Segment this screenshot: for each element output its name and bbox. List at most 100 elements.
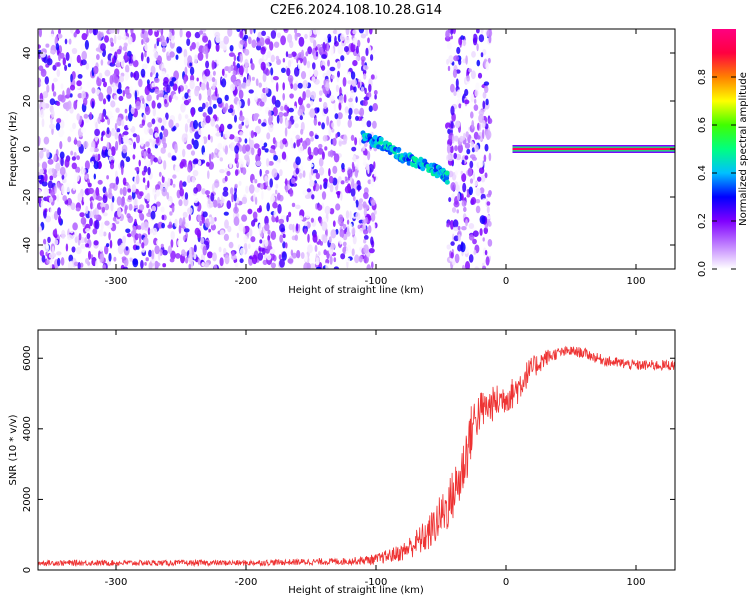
spectrogram-cell <box>286 67 291 77</box>
spectrogram-cell <box>102 145 107 151</box>
spectrogram-cell <box>162 142 167 149</box>
spectrogram-cell <box>122 46 128 51</box>
spectrogram-cell <box>143 221 149 231</box>
spectrogram-cell <box>134 218 137 226</box>
spectrogram-cell <box>367 37 370 44</box>
carrier-line <box>512 147 675 151</box>
spectrogram-cell <box>215 131 221 137</box>
spectrogram-cell <box>86 189 89 194</box>
spectrogram-cell <box>91 100 95 109</box>
spectrogram-cell <box>121 144 128 154</box>
spectrogram-cell <box>117 29 120 35</box>
spectrogram-cell <box>207 170 210 180</box>
spectrogram-cell <box>70 202 76 211</box>
spectrogram-cell <box>110 100 116 108</box>
spectrogram-cell <box>328 36 332 42</box>
spectrogram-cell <box>313 69 319 77</box>
spectrogram-cell <box>107 94 111 102</box>
spectrogram-cell <box>46 84 50 93</box>
spectrogram-cell <box>328 168 331 177</box>
spectrogram-cell <box>327 59 330 67</box>
spectrogram-cell <box>261 81 268 89</box>
spectrogram-cell <box>371 261 374 269</box>
spectrogram-cell <box>325 262 329 269</box>
spectrogram-cell <box>239 39 245 45</box>
spectrogram-cell <box>67 261 73 269</box>
spectrogram-cell <box>292 131 296 136</box>
spectrogram-cell <box>351 78 357 87</box>
spectrogram-cell <box>461 200 467 207</box>
spectrogram-cell <box>55 122 61 131</box>
spectrogram-cell <box>453 90 457 97</box>
spectrogram-cell <box>81 168 86 174</box>
spectrogram-cell <box>83 140 89 149</box>
spectrogram-cell <box>58 29 61 35</box>
spectrogram-cell <box>243 235 248 243</box>
spectrogram-cell <box>75 166 81 174</box>
spectrogram-cell <box>355 45 359 54</box>
spectrogram-cell <box>324 146 328 151</box>
spectrogram-cell <box>258 223 262 234</box>
spectrogram-cell <box>362 146 366 151</box>
spectrogram-cell <box>244 48 250 56</box>
spectrogram-cell <box>166 55 172 61</box>
spectrogram-cell <box>143 151 147 160</box>
spectrogram-cell <box>223 233 229 241</box>
spectrogram-cell <box>61 185 65 195</box>
spectrogram-cell <box>253 29 256 34</box>
spectrogram-cell <box>351 226 356 236</box>
spectrogram-cell <box>477 72 483 79</box>
spectrogram-cell <box>236 232 240 239</box>
spectrogram-cell <box>228 241 234 249</box>
spectrogram-cell <box>132 54 136 62</box>
spectrogram-cell <box>65 243 69 252</box>
spectrogram-cell <box>326 69 332 77</box>
spectrogram-cell <box>194 54 198 64</box>
spectrogram-cell <box>234 262 239 268</box>
spectrogram-cell <box>80 262 84 268</box>
spectrogram-cell <box>348 114 352 120</box>
spectrogram-cell <box>141 63 148 70</box>
spectrogram-cell <box>154 245 160 255</box>
spectrogram-cell <box>106 85 113 95</box>
spectrogram-cell <box>349 223 353 230</box>
spectrogram-cell <box>318 46 324 56</box>
spectrogram-cell <box>208 161 214 170</box>
signal-trace-cell <box>396 147 402 152</box>
spectrogram-cell <box>147 122 153 128</box>
spectrogram-cell <box>56 251 62 256</box>
spectrogram-cell <box>348 98 353 103</box>
spectrogram-cell <box>290 249 294 256</box>
spectrogram-cell <box>89 210 94 219</box>
spectrogram-cell <box>245 79 251 87</box>
spectrogram-cell <box>477 176 482 182</box>
spectrogram-cell <box>59 166 66 176</box>
spectrogram-cell <box>202 45 208 55</box>
spectrogram-cell <box>88 250 91 260</box>
spectrogram-cell <box>179 180 183 191</box>
spectrogram-cell <box>122 177 127 186</box>
spectrogram-cell <box>98 229 104 237</box>
spectrogram-cell <box>247 36 252 45</box>
spectrogram-cell <box>303 228 308 235</box>
spectrogram-cell <box>287 258 294 264</box>
spectrogram-cell <box>127 195 132 201</box>
spectrogram-cell <box>193 119 198 130</box>
spectrogram-cell <box>175 122 180 128</box>
spectrogram-cell <box>121 165 124 176</box>
spectrogram-cell <box>208 231 214 238</box>
spectrogram-cell <box>131 184 137 193</box>
spectrogram-cell <box>352 37 358 45</box>
spectrogram-cell <box>154 193 157 200</box>
spectrogram-cell <box>356 184 362 191</box>
spectrogram-cell <box>480 52 484 58</box>
spectrogram-cell <box>463 39 466 47</box>
spectrogram-cell <box>255 160 262 167</box>
spectrogram-cell <box>109 37 114 44</box>
spectrogram-cell <box>487 118 493 124</box>
spectrogram-cell <box>465 55 468 65</box>
spectrogram-cell <box>270 54 275 63</box>
spectrogram-cell <box>46 149 50 158</box>
spectrogram-cell <box>187 55 193 65</box>
